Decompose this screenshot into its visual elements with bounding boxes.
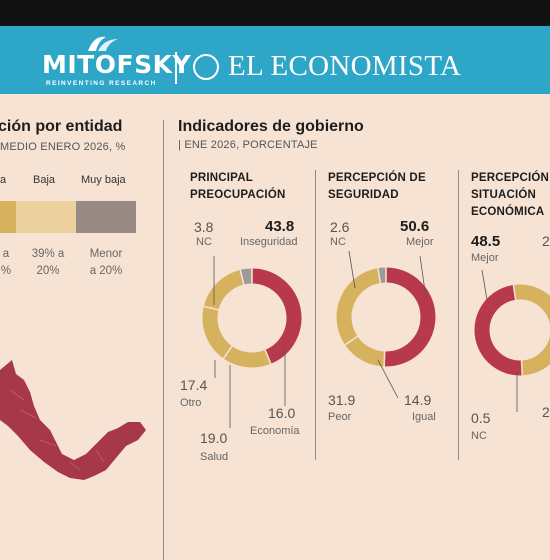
leader-line [482,270,487,300]
chart2-slice-separator [384,351,385,366]
chart1-slice-otro [211,277,241,308]
chart1-slice-economía [228,353,268,360]
chart3-slice-separator [522,360,523,375]
chart2-slice-mejor [385,275,428,359]
chart2-slice-igual [352,341,385,359]
chart1-slice-inseguridad [252,276,294,357]
chart1-slice-nc [242,276,251,277]
chart3-slice-mejor [482,292,522,368]
chart1-slice-salud [210,309,228,353]
chart2-slice-peor [344,276,379,341]
chart2-slice-nc [379,275,385,276]
